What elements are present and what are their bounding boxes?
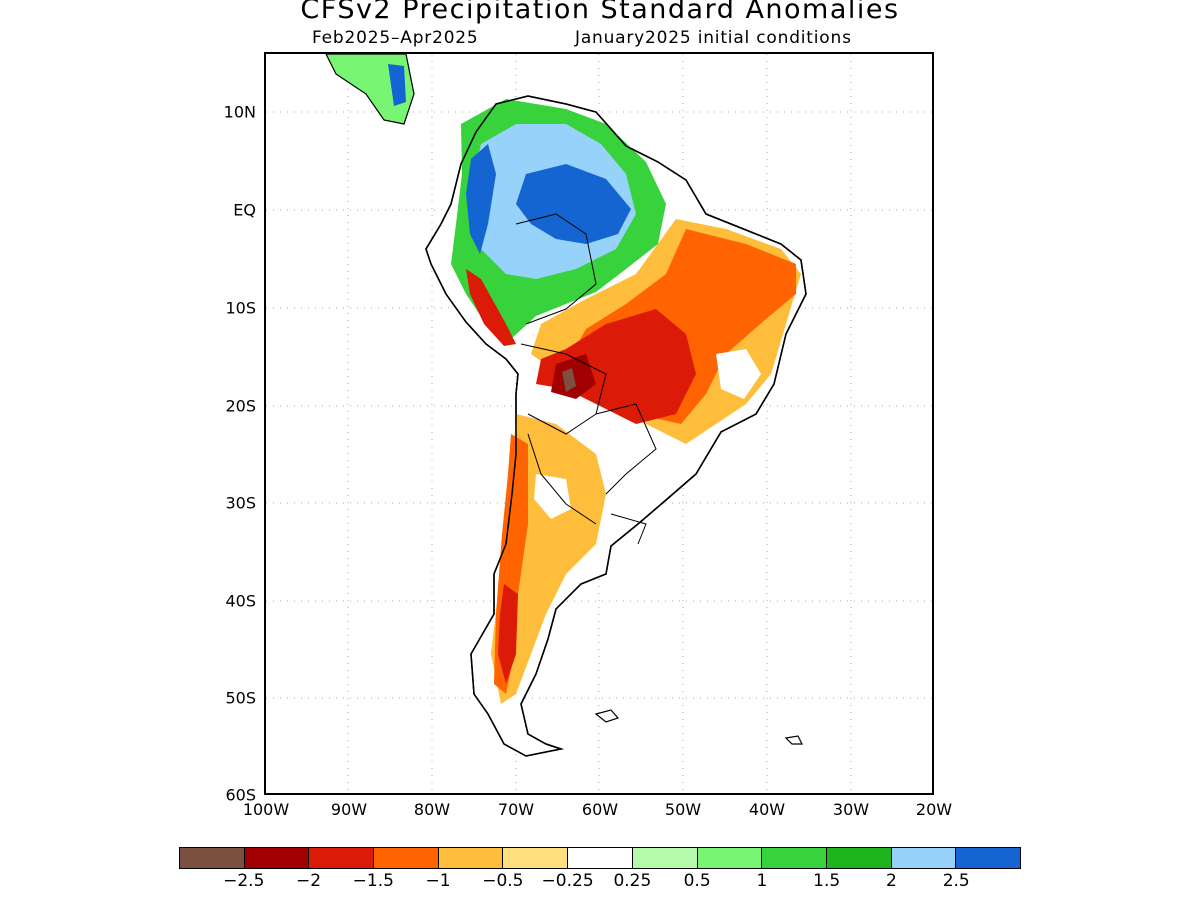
lon-label-50w: 50W [664,800,702,819]
color-scale-label: 1.5 [813,871,841,891]
coastline [425,95,807,757]
lat-label-20s: 20S [225,396,256,416]
lon-label-80w: 80W [413,800,451,819]
lat-label-60s: 60S [225,785,256,805]
color-scale-label: −2 [296,871,322,891]
lon-label-100w: 100W [242,800,290,819]
lon-label-30w: 30W [832,800,870,819]
color-scale-label: −2.5 [223,871,265,891]
andes-dry-peru [466,269,516,346]
lon-label-90w: 90W [330,800,368,819]
color-scale-label: 2.5 [942,871,970,891]
lat-label-10n: 10N [223,102,256,122]
country-borders [515,213,657,545]
peak-dry-anomaly [562,368,576,392]
color-scale-label: 0.25 [613,871,652,891]
color-scale-bar [179,847,1021,869]
color-scale-box [244,848,310,868]
color-scale-label: −1 [425,871,451,891]
color-scale-label: 2 [886,871,897,891]
falkland-islands [594,709,620,723]
color-scale-box [180,848,245,868]
lat-label-40s: 40S [225,591,256,611]
lat-label-10s: 10S [225,298,256,318]
lat-label-eq: EQ [233,200,256,220]
central-america-blue [388,64,406,106]
lon-label-40w: 40W [748,800,786,819]
lon-label-60w: 60W [581,800,619,819]
color-scale-box [503,848,569,868]
neutral-patch-east [716,349,761,399]
color-scale-box [891,848,957,868]
color-scale-box [826,848,892,868]
color-scale-label: −0.5 [482,871,524,891]
color-scale-box [632,848,698,868]
strong-dry-anomaly [536,309,696,424]
south-georgia [784,735,803,745]
color-scale-box [956,848,1020,868]
lon-label-20w: 20W [915,800,953,819]
color-scale-label: 0.5 [683,871,711,891]
color-scale-box [309,848,375,868]
initial-conditions: January2025 initial conditions [575,28,852,48]
color-scale-box [568,848,633,868]
color-scale-box [762,848,827,868]
neutral-patch [534,474,571,519]
valid-period: Feb2025–Apr2025 [312,28,479,48]
lat-label-50s: 50S [225,688,256,708]
lat-label-30s: 30S [225,493,256,513]
anomaly-map [266,54,932,793]
map-plot-area [264,52,934,795]
color-scale-label: −0.25 [541,871,594,891]
color-scale-label: 1 [756,871,768,891]
color-scale-label: −1.5 [352,871,394,891]
map-title: CFSv2 Precipitation Standard Anomalies [300,0,900,25]
color-scale-box [438,848,504,868]
extreme-dry-patagonia [498,584,518,684]
lon-label-70w: 70W [497,800,535,819]
color-scale-box [374,848,439,868]
color-scale-box [697,848,763,868]
extreme-wet-anomaly [516,164,631,244]
extreme-wet-andes [466,144,496,254]
